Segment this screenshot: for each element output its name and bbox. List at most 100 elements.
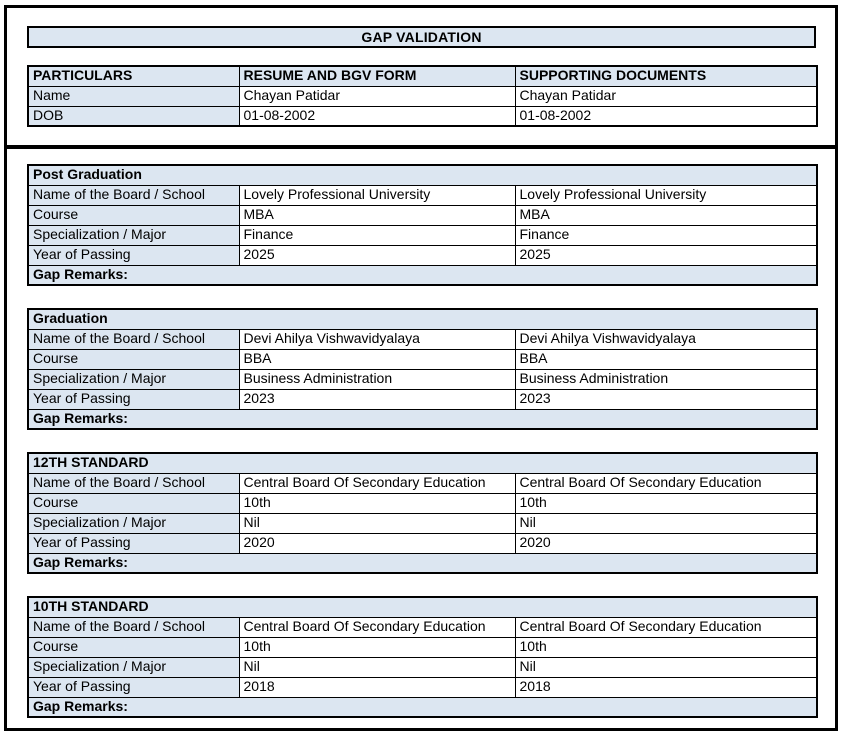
table-row-year: Year of Passing 2020 2020 [27, 532, 818, 554]
year-supporting-value: 2020 [514, 532, 818, 554]
row-label-name: Name [27, 85, 240, 107]
column-header-resume-bgv: RESUME AND BGV FORM [238, 65, 516, 87]
row-label-board: Name of the Board / School [27, 328, 240, 350]
table-row-specialization: Specialization / Major Nil Nil [27, 512, 818, 534]
row-label-board: Name of the Board / School [27, 184, 240, 206]
row-label-board: Name of the Board / School [27, 616, 240, 638]
row-label-specialization: Specialization / Major [27, 368, 240, 390]
column-header-particulars: PARTICULARS [27, 65, 240, 87]
table-row-board: Name of the Board / School Central Board… [27, 472, 818, 494]
course-resume-value: MBA [238, 204, 516, 226]
specialization-resume-value: Nil [238, 656, 516, 678]
table-row-course: Course MBA MBA [27, 204, 818, 226]
name-supporting-value: Chayan Patidar [514, 85, 818, 107]
page-title: GAP VALIDATION [27, 26, 816, 48]
section-title: 12TH STANDARD [27, 452, 818, 474]
row-label-course: Course [27, 348, 240, 370]
year-supporting-value: 2018 [514, 676, 818, 698]
section-header-row: Graduation [27, 308, 818, 330]
table-row-specialization: Specialization / Major Finance Finance [27, 224, 818, 246]
section-table-post-graduation: Post Graduation Name of the Board / Scho… [27, 164, 818, 286]
year-resume-value: 2023 [238, 388, 516, 410]
row-label-dob: DOB [27, 105, 240, 127]
gap-remarks-label: Gap Remarks: [27, 408, 818, 430]
course-resume-value: 10th [238, 492, 516, 514]
section-title: Post Graduation [27, 164, 818, 186]
row-label-course: Course [27, 204, 240, 226]
gap-remarks-label: Gap Remarks: [27, 696, 818, 718]
course-supporting-value: MBA [514, 204, 818, 226]
specialization-supporting-value: Business Administration [514, 368, 818, 390]
year-supporting-value: 2023 [514, 388, 818, 410]
particulars-table: PARTICULARS RESUME AND BGV FORM SUPPORTI… [27, 65, 818, 127]
table-row-name: Name Chayan Patidar Chayan Patidar [27, 85, 818, 107]
year-supporting-value: 2025 [514, 244, 818, 266]
board-supporting-value: Central Board Of Secondary Education [514, 472, 818, 494]
particulars-header-row: PARTICULARS RESUME AND BGV FORM SUPPORTI… [27, 65, 818, 87]
board-supporting-value: Devi Ahilya Vishwavidyalaya [514, 328, 818, 350]
table-row-year: Year of Passing 2025 2025 [27, 244, 818, 266]
table-row-course: Course 10th 10th [27, 492, 818, 514]
course-resume-value: 10th [238, 636, 516, 658]
gap-remarks-row: Gap Remarks: [27, 264, 818, 286]
section-header-row: 12TH STANDARD [27, 452, 818, 474]
table-row-dob: DOB 01-08-2002 01-08-2002 [27, 105, 818, 127]
course-resume-value: BBA [238, 348, 516, 370]
table-row-specialization: Specialization / Major Nil Nil [27, 656, 818, 678]
specialization-supporting-value: Nil [514, 512, 818, 534]
section-table-10th-standard: 10TH STANDARD Name of the Board / School… [27, 596, 819, 718]
course-supporting-value: BBA [514, 348, 818, 370]
section-header-row: 10TH STANDARD [27, 596, 818, 618]
board-supporting-value: Central Board Of Secondary Education [514, 616, 818, 638]
row-label-year: Year of Passing [27, 676, 240, 698]
specialization-resume-value: Finance [238, 224, 516, 246]
board-resume-value: Lovely Professional University [238, 184, 516, 206]
table-row-specialization: Specialization / Major Business Administ… [27, 368, 818, 390]
row-label-specialization: Specialization / Major [27, 512, 240, 534]
dob-resume-value: 01-08-2002 [238, 105, 516, 127]
dob-supporting-value: 01-08-2002 [514, 105, 818, 127]
table-row-board: Name of the Board / School Central Board… [27, 616, 818, 638]
row-label-course: Course [27, 636, 240, 658]
gap-remarks-row: Gap Remarks: [27, 696, 818, 718]
table-row-board: Name of the Board / School Lovely Profes… [27, 184, 818, 206]
specialization-resume-value: Business Administration [238, 368, 516, 390]
row-label-specialization: Specialization / Major [27, 224, 240, 246]
section-title: Graduation [27, 308, 818, 330]
year-resume-value: 2020 [238, 532, 516, 554]
gap-remarks-label: Gap Remarks: [27, 264, 818, 286]
gap-remarks-label: Gap Remarks: [27, 552, 818, 574]
table-row-year: Year of Passing 2018 2018 [27, 676, 818, 698]
year-resume-value: 2018 [238, 676, 516, 698]
specialization-resume-value: Nil [238, 512, 516, 534]
specialization-supporting-value: Finance [514, 224, 818, 246]
board-resume-value: Devi Ahilya Vishwavidyalaya [238, 328, 516, 350]
section-table-12th-standard: 12TH STANDARD Name of the Board / School… [27, 452, 819, 574]
table-row-year: Year of Passing 2023 2023 [27, 388, 818, 410]
row-label-year: Year of Passing [27, 388, 240, 410]
sections-frame: Post Graduation Name of the Board / Scho… [4, 147, 838, 731]
year-resume-value: 2025 [238, 244, 516, 266]
gap-remarks-row: Gap Remarks: [27, 552, 818, 574]
name-resume-value: Chayan Patidar [238, 85, 516, 107]
table-row-course: Course BBA BBA [27, 348, 818, 370]
board-resume-value: Central Board Of Secondary Education [238, 616, 516, 638]
board-supporting-value: Lovely Professional University [514, 184, 818, 206]
row-label-board: Name of the Board / School [27, 472, 240, 494]
section-table-graduation: Graduation Name of the Board / School De… [27, 308, 819, 430]
row-label-year: Year of Passing [27, 532, 240, 554]
row-label-specialization: Specialization / Major [27, 656, 240, 678]
row-label-year: Year of Passing [27, 244, 240, 266]
course-supporting-value: 10th [514, 492, 818, 514]
section-header-row: Post Graduation [27, 164, 818, 186]
section-title: 10TH STANDARD [27, 596, 818, 618]
gap-remarks-row: Gap Remarks: [27, 408, 818, 430]
column-header-supporting-docs: SUPPORTING DOCUMENTS [514, 65, 818, 87]
course-supporting-value: 10th [514, 636, 818, 658]
table-row-board: Name of the Board / School Devi Ahilya V… [27, 328, 818, 350]
board-resume-value: Central Board Of Secondary Education [238, 472, 516, 494]
row-label-course: Course [27, 492, 240, 514]
header-frame: GAP VALIDATION PARTICULARS RESUME AND BG… [4, 5, 838, 147]
table-row-course: Course 10th 10th [27, 636, 818, 658]
